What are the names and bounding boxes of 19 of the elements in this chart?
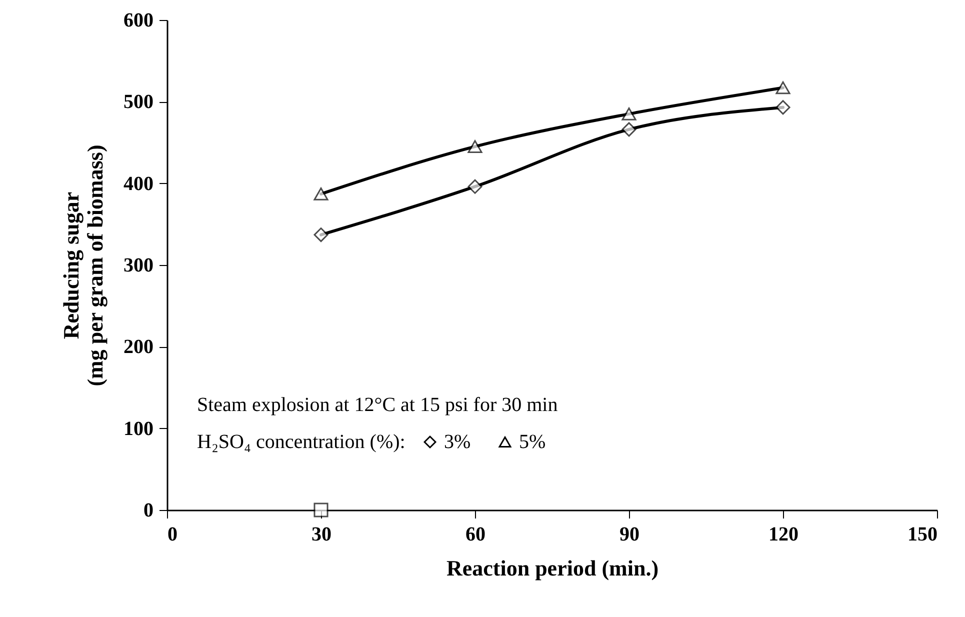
annotation: Steam explosion at 12°C at 15 psi for 30 min xyxy=(197,394,558,416)
x-tick-label: 30 xyxy=(312,524,332,546)
x-tick-label: 90 xyxy=(620,524,640,546)
y-tick-label: 600 xyxy=(124,10,154,32)
y-tick-label: 500 xyxy=(124,91,154,114)
y-tick-label: 400 xyxy=(124,172,154,195)
x-tick-label: 150 xyxy=(908,524,938,546)
legend-title: H₂SO₄ concentration (%): xyxy=(197,431,406,453)
x-tick-label: 120 xyxy=(768,524,798,546)
legend-label: 3% xyxy=(444,431,471,453)
legend-label: 5% xyxy=(519,431,546,453)
y-tick-label: 100 xyxy=(124,418,154,440)
y-tick-label: 200 xyxy=(124,336,154,358)
y-axis-title: Reducing sugar (mg per gram of biomass) xyxy=(58,144,108,386)
x-tick-label: 60 xyxy=(466,524,486,546)
y-tick-label: 300 xyxy=(124,254,154,276)
y-tick-label: 0 xyxy=(144,500,154,522)
x-tick-label: 0 xyxy=(168,524,178,546)
x-axis-title: Reaction period (min.) xyxy=(446,556,659,580)
